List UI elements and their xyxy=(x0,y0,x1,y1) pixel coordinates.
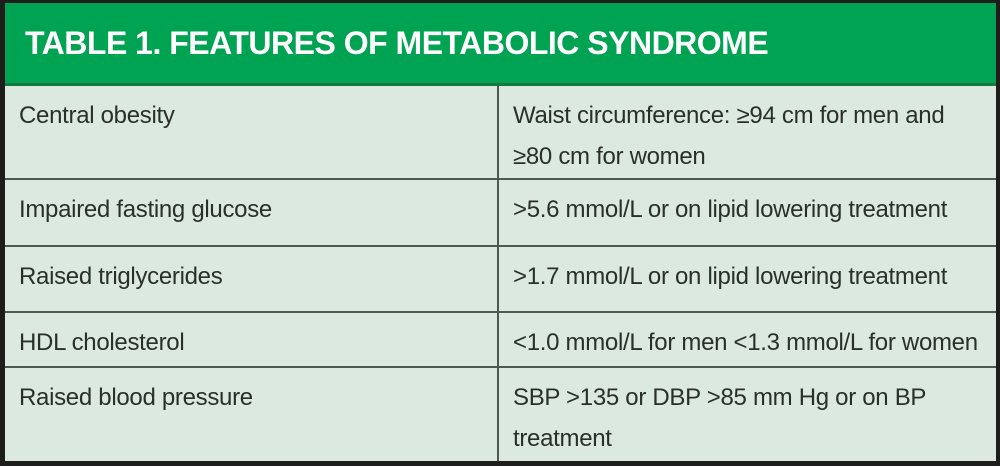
feature-cell: Raised triglycerides xyxy=(19,263,223,290)
feature-cell: Impaired fasting glucose xyxy=(19,196,272,223)
feature-cell: Raised blood pressure xyxy=(19,384,253,411)
criteria-cell: >1.7 mmol/L or on lipid lowering treatme… xyxy=(497,247,996,311)
criteria-cell: SBP >135 or DBP >85 mm Hg or on BP treat… xyxy=(497,368,996,461)
table-title-bar: TABLE 1. FEATURES OF METABOLIC SYNDROME xyxy=(5,3,996,86)
table-row: HDL cholesterol <1.0 mmol/L for men <1.3… xyxy=(5,311,996,366)
criteria-cell: <1.0 mmol/L for men <1.3 mmol/L for wome… xyxy=(497,313,996,366)
feature-cell: Central obesity xyxy=(19,102,175,129)
table-row: Raised triglycerides >1.7 mmol/L or on l… xyxy=(5,245,996,311)
table-body: Central obesity Waist circumference: ≥94… xyxy=(5,86,996,461)
table-row: Impaired fasting glucose >5.6 mmol/L or … xyxy=(5,178,996,245)
criteria-cell: Waist circumference: ≥94 cm for men and … xyxy=(497,86,996,178)
feature-cell: HDL cholesterol xyxy=(19,329,185,356)
criteria-cell: >5.6 mmol/L or on lipid lowering treatme… xyxy=(497,180,996,245)
table-row: Raised blood pressure SBP >135 or DBP >8… xyxy=(5,366,996,461)
table-row: Central obesity Waist circumference: ≥94… xyxy=(5,86,996,178)
table-title: TABLE 1. FEATURES OF METABOLIC SYNDROME xyxy=(25,24,769,61)
